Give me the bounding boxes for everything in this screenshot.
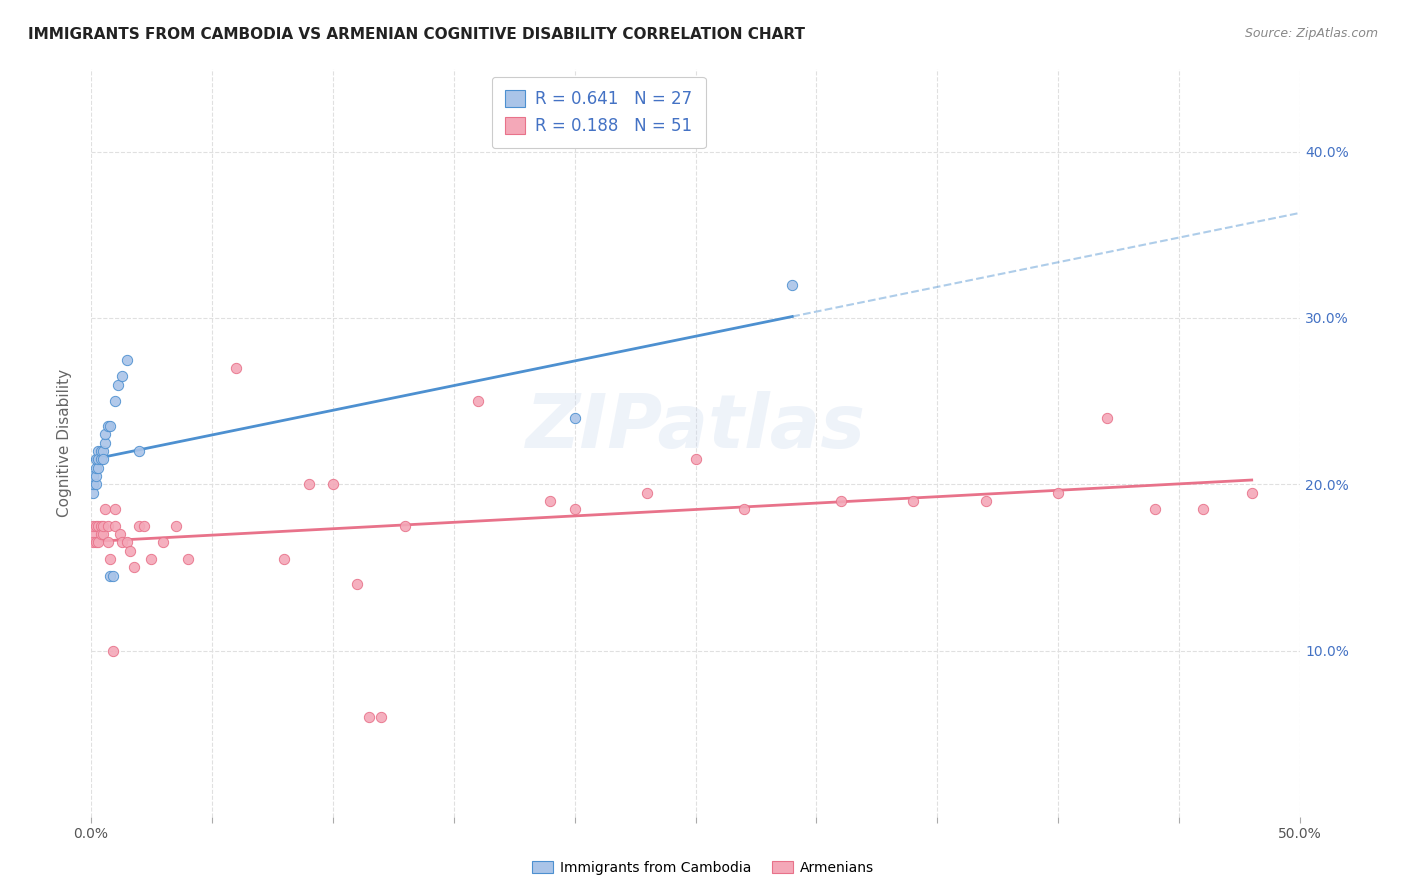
Point	[538, 494, 561, 508]
Legend: R = 0.641   N = 27, R = 0.188   N = 51: R = 0.641 N = 27, R = 0.188 N = 51	[492, 77, 706, 148]
Point	[141, 552, 163, 566]
Point	[97, 519, 120, 533]
Point	[564, 502, 586, 516]
Point	[90, 444, 112, 458]
Point	[82, 477, 104, 491]
Point	[467, 394, 489, 409]
Point	[108, 527, 131, 541]
Point	[87, 444, 110, 458]
Point	[128, 519, 150, 533]
Point	[124, 560, 146, 574]
Point	[94, 502, 117, 516]
Point	[901, 494, 924, 508]
Point	[357, 710, 380, 724]
Point	[101, 643, 124, 657]
Point	[90, 527, 112, 541]
Point	[84, 519, 107, 533]
Text: ZIPatlas: ZIPatlas	[526, 392, 866, 464]
Point	[91, 452, 114, 467]
Point	[91, 527, 114, 541]
Point	[104, 394, 127, 409]
Point	[225, 360, 247, 375]
Text: IMMIGRANTS FROM CAMBODIA VS ARMENIAN COGNITIVE DISABILITY CORRELATION CHART: IMMIGRANTS FROM CAMBODIA VS ARMENIAN COG…	[28, 27, 806, 42]
Point	[273, 552, 295, 566]
Point	[84, 460, 107, 475]
Point	[115, 535, 138, 549]
Point	[152, 535, 174, 549]
Point	[1240, 485, 1263, 500]
Point	[94, 427, 117, 442]
Y-axis label: Cognitive Disability: Cognitive Disability	[58, 368, 72, 516]
Point	[176, 552, 198, 566]
Point	[1047, 485, 1070, 500]
Point	[830, 494, 852, 508]
Point	[90, 452, 112, 467]
Point	[128, 444, 150, 458]
Point	[346, 577, 368, 591]
Point	[82, 535, 104, 549]
Point	[111, 369, 134, 384]
Point	[118, 544, 141, 558]
Point	[370, 710, 392, 724]
Point	[1143, 502, 1166, 516]
Point	[84, 469, 107, 483]
Point	[82, 519, 104, 533]
Point	[82, 485, 104, 500]
Point	[91, 519, 114, 533]
Point	[1095, 410, 1118, 425]
Point	[91, 444, 114, 458]
Point	[107, 377, 129, 392]
Point	[87, 519, 110, 533]
Point	[1192, 502, 1215, 516]
Point	[111, 535, 134, 549]
Point	[297, 477, 319, 491]
Point	[733, 502, 755, 516]
Point	[98, 552, 121, 566]
Point	[84, 452, 107, 467]
Legend: Immigrants from Cambodia, Armenians: Immigrants from Cambodia, Armenians	[526, 855, 880, 880]
Point	[165, 519, 187, 533]
Point	[82, 469, 104, 483]
Point	[685, 452, 707, 467]
Point	[104, 519, 127, 533]
Point	[115, 352, 138, 367]
Point	[87, 460, 110, 475]
Point	[564, 410, 586, 425]
Point	[780, 277, 803, 292]
Point	[90, 519, 112, 533]
Point	[84, 477, 107, 491]
Point	[104, 502, 127, 516]
Point	[98, 568, 121, 582]
Point	[94, 435, 117, 450]
Point	[974, 494, 997, 508]
Point	[97, 419, 120, 434]
Point	[97, 535, 120, 549]
Point	[98, 419, 121, 434]
Point	[134, 519, 156, 533]
Point	[636, 485, 658, 500]
Point	[101, 568, 124, 582]
Point	[322, 477, 344, 491]
Point	[394, 519, 416, 533]
Text: Source: ZipAtlas.com: Source: ZipAtlas.com	[1244, 27, 1378, 40]
Point	[87, 452, 110, 467]
Point	[82, 527, 104, 541]
Point	[87, 535, 110, 549]
Point	[84, 535, 107, 549]
